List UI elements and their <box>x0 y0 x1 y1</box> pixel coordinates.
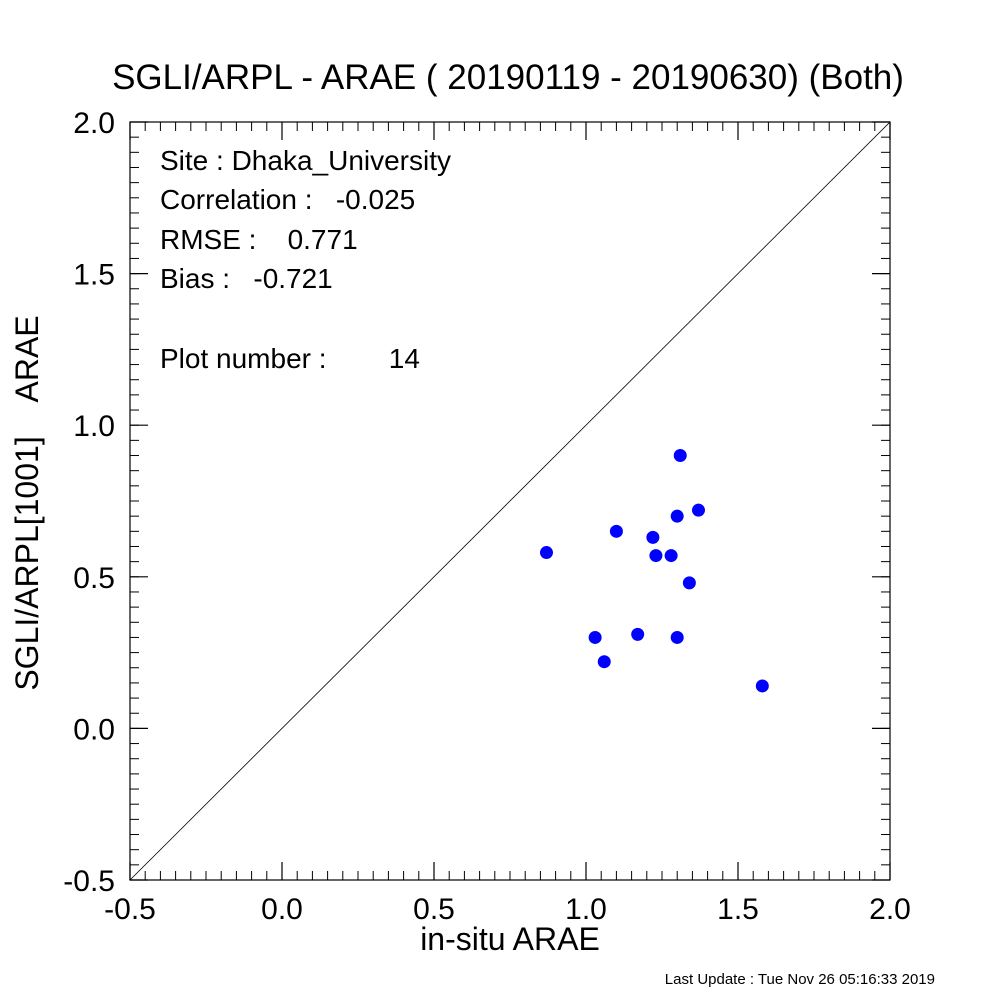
y-tick-labels: -0.5 0.0 0.5 1.0 1.5 2.0 <box>63 107 115 898</box>
y-tick-label: 1.5 <box>73 259 115 292</box>
x-tick-label: 1.5 <box>717 893 759 926</box>
data-point <box>673 449 687 463</box>
x-tick-labels: -0.5 0.0 0.5 1.0 1.5 2.0 <box>104 893 911 926</box>
data-point <box>597 655 611 669</box>
x-axis-label: in-situ ARAE <box>420 921 600 957</box>
annotation-correlation: Correlation : -0.025 <box>160 184 415 215</box>
data-point <box>691 503 705 517</box>
data-point <box>755 679 769 693</box>
x-tick-label: 2.0 <box>869 893 911 926</box>
data-point <box>664 549 678 563</box>
data-point <box>670 509 684 523</box>
data-point <box>682 576 696 590</box>
y-tick-label: 2.0 <box>73 107 115 140</box>
data-point <box>588 630 602 644</box>
x-tick-label: 1.0 <box>565 893 607 926</box>
data-point <box>631 627 645 641</box>
annotation-site: Site : Dhaka_University <box>160 145 451 176</box>
data-point <box>670 630 684 644</box>
one-to-one-line <box>129 121 891 881</box>
x-tick-label: -0.5 <box>104 893 156 926</box>
data-points <box>539 449 769 693</box>
data-point <box>649 549 663 563</box>
chart-title: SGLI/ARPL - ARAE ( 20190119 - 20190630) … <box>112 58 904 97</box>
major-ticks <box>129 121 891 881</box>
x-tick-label: 0.5 <box>413 893 455 926</box>
data-point <box>646 530 660 544</box>
annotation-rmse: RMSE : 0.771 <box>160 224 358 255</box>
annotation-plot-number: Plot number : 14 <box>160 343 420 374</box>
y-tick-label: 1.0 <box>73 410 115 443</box>
y-axis-label: SGLI/ARPL[1001] ARAE <box>9 315 45 690</box>
data-point <box>609 524 623 538</box>
data-point <box>539 546 553 560</box>
last-update: Last Update : Tue Nov 26 05:16:33 2019 <box>665 971 935 988</box>
annotation-bias: Bias : -0.721 <box>160 263 333 294</box>
y-tick-label: -0.5 <box>63 865 115 898</box>
x-tick-label: 0.0 <box>261 893 303 926</box>
y-tick-label: 0.5 <box>73 562 115 595</box>
y-tick-label: 0.0 <box>73 713 115 746</box>
